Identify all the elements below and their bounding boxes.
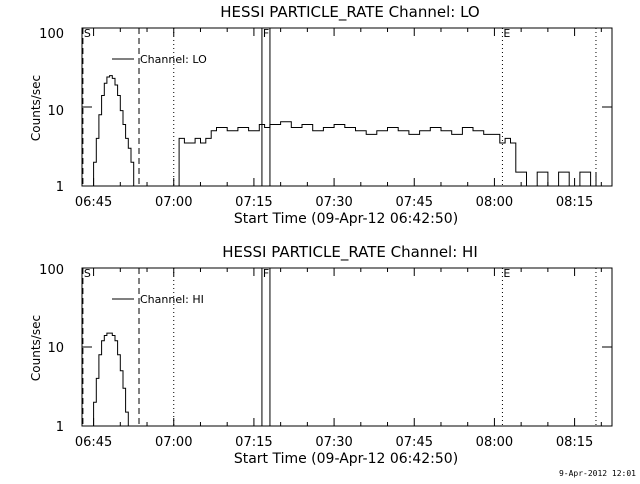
x-tick-label: 07:00 <box>155 435 192 450</box>
series-line <box>82 75 597 187</box>
x-tick-label: 08:15 <box>556 435 593 450</box>
plot-area-lo: 06:45 07:00 07:15 07:30 07:45 08:00 08:15 S F E <box>75 27 613 210</box>
plot-frame <box>81 27 613 187</box>
y-tick-label-hi-10: 10 <box>47 341 64 356</box>
x-tick-label: 08:15 <box>556 195 593 210</box>
y-tick-label-lo-10: 10 <box>47 104 64 119</box>
marker-label: F <box>263 267 269 280</box>
x-tick-label: 07:00 <box>155 195 192 210</box>
chart-title-lo: HESSI PARTICLE_RATE Channel: LO <box>220 3 479 22</box>
marker-label: S <box>84 267 91 280</box>
legend-label-hi: Channel: HI <box>140 293 204 306</box>
x-tick-label: 07:15 <box>235 195 272 210</box>
marker-label: E <box>503 27 510 40</box>
x-tick-label: 08:00 <box>476 195 513 210</box>
x-tick-label: 06:45 <box>75 195 112 210</box>
x-axis-label-lo: Start Time (09-Apr-12 06:42:50) <box>234 211 458 227</box>
marker-label: E <box>503 267 510 280</box>
marker-label: F <box>263 27 269 40</box>
series-line <box>88 332 129 427</box>
y-tick-label-lo-1: 1 <box>56 180 64 195</box>
x-tick-label: 07:45 <box>396 435 433 450</box>
x-tick-label: 07:15 <box>235 435 272 450</box>
x-tick-label: 08:00 <box>476 435 513 450</box>
x-tick-label: 07:45 <box>396 195 433 210</box>
x-axis-label-hi: Start Time (09-Apr-12 06:42:50) <box>234 451 458 467</box>
marker-label: S <box>84 27 91 40</box>
y-tick-label-lo-100: 100 <box>39 27 64 42</box>
y-axis-label-lo: Counts/sec <box>29 75 43 141</box>
chart-title-hi: HESSI PARTICLE_RATE Channel: HI <box>222 243 478 262</box>
y-tick-label-hi-1: 1 <box>56 420 64 435</box>
timestamp-footer: 9-Apr-2012 12:01 <box>558 469 636 478</box>
plot-frame <box>81 267 613 427</box>
plot-area-hi: 06:45 07:00 07:15 07:30 07:45 08:00 08:15 S F E <box>75 267 613 450</box>
y-tick-label-hi-100: 100 <box>39 263 64 278</box>
legend-label-lo: Channel: LO <box>140 53 207 66</box>
x-tick-label: 06:45 <box>75 435 112 450</box>
panel-hi: HESSI PARTICLE_RATE Channel: HI Start Ti… <box>29 243 613 467</box>
panel-lo: HESSI PARTICLE_RATE Channel: LO Start Ti… <box>29 3 613 227</box>
x-tick-label: 07:30 <box>315 435 352 450</box>
y-axis-label-hi: Counts/sec <box>29 315 43 381</box>
x-tick-label: 07:30 <box>315 195 352 210</box>
